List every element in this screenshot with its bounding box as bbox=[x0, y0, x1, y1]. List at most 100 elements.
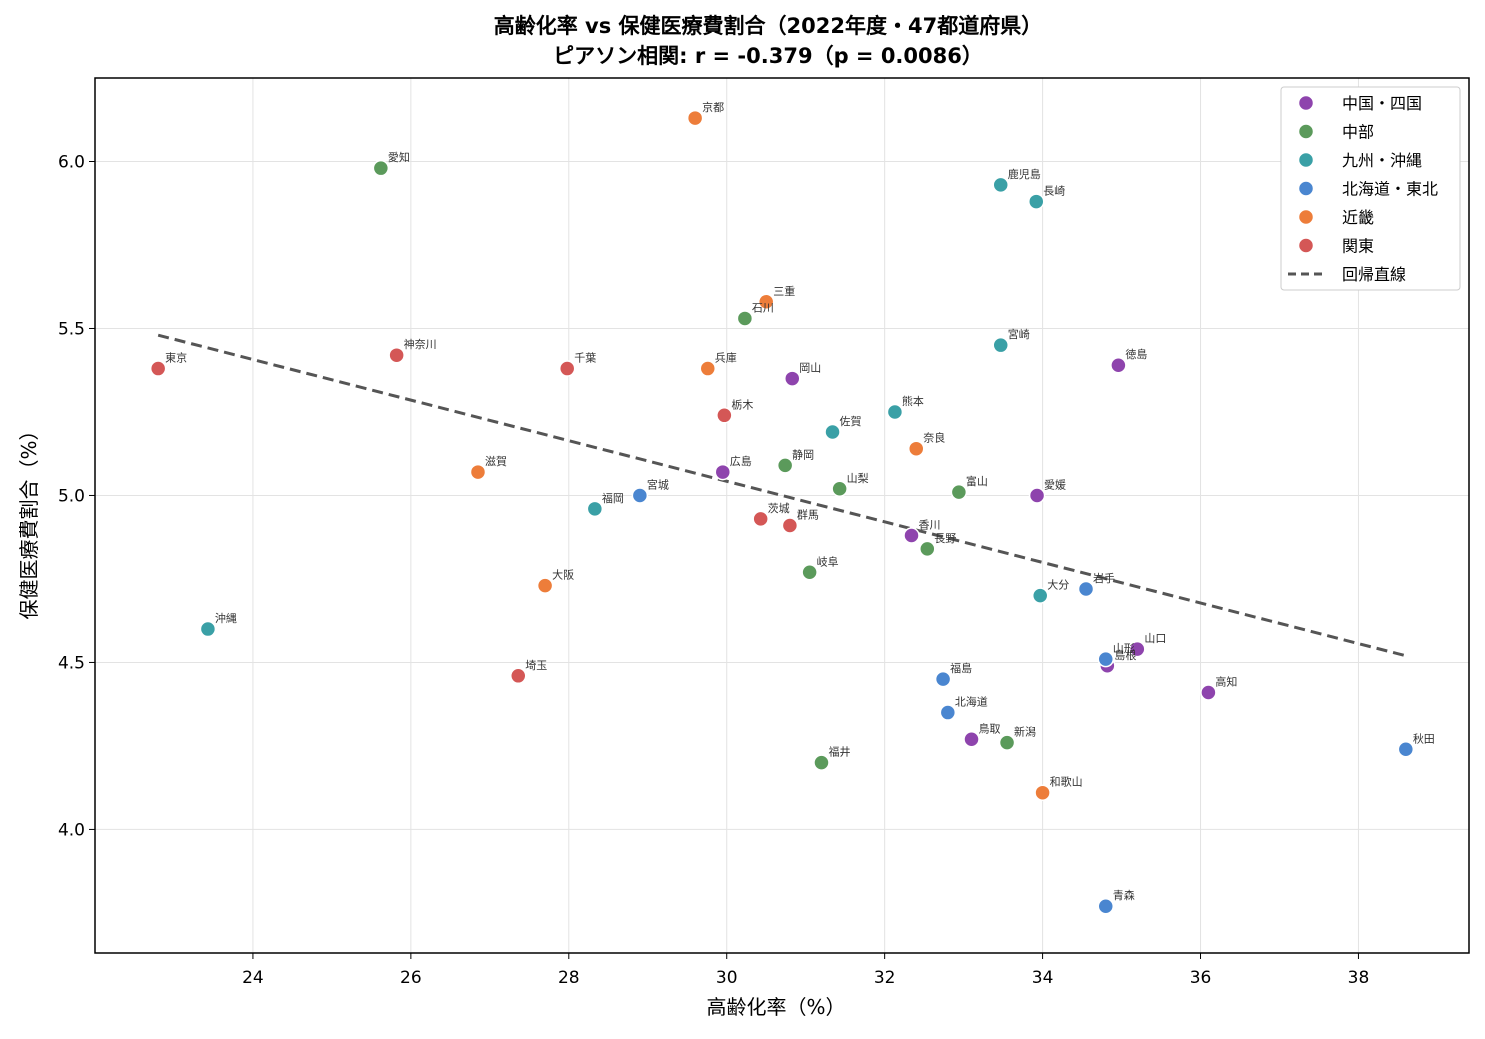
data-point bbox=[699, 360, 717, 377]
data-point bbox=[784, 370, 801, 387]
data-point bbox=[1034, 784, 1051, 801]
point-label: 京都 bbox=[702, 100, 724, 114]
data-point bbox=[586, 500, 604, 518]
point-label: 新潟 bbox=[1014, 725, 1036, 739]
y-tick-label: 6.0 bbox=[58, 152, 85, 172]
data-point bbox=[686, 109, 704, 127]
legend-label: 九州・沖縄 bbox=[1342, 151, 1422, 170]
regression-layer bbox=[157, 333, 1407, 658]
point-label: 栃木 bbox=[731, 397, 753, 411]
point-label: 愛媛 bbox=[1044, 477, 1066, 491]
point-label: 大分 bbox=[1047, 578, 1069, 592]
legend-label: 中部 bbox=[1342, 123, 1374, 142]
point-label: 沖縄 bbox=[215, 611, 237, 625]
data-point bbox=[903, 527, 920, 544]
data-point bbox=[1129, 640, 1146, 658]
point-label: 岐阜 bbox=[817, 555, 839, 568]
data-point bbox=[939, 704, 957, 721]
point-label: 福岡 bbox=[602, 491, 624, 505]
x-tick-label: 30 bbox=[716, 968, 738, 988]
point-label: 青森 bbox=[1113, 888, 1135, 902]
point-label: 山形 bbox=[1113, 642, 1135, 655]
chart-subtitle: ピアソン相関: r = -0.379（p = 0.0086） bbox=[553, 44, 983, 68]
x-tick-label: 24 bbox=[242, 968, 264, 988]
data-point bbox=[736, 310, 754, 327]
legend-marker bbox=[1297, 123, 1315, 140]
data-point bbox=[1110, 356, 1127, 374]
data-point bbox=[558, 360, 576, 377]
data-point bbox=[992, 176, 1009, 194]
legend-marker bbox=[1297, 208, 1315, 226]
point-label: 埼玉 bbox=[525, 658, 547, 672]
x-tick-label: 32 bbox=[874, 968, 896, 988]
point-label: 山口 bbox=[1144, 632, 1166, 645]
data-point bbox=[752, 510, 769, 528]
point-label: 福島 bbox=[950, 661, 972, 675]
y-tick-label: 5.5 bbox=[58, 319, 85, 339]
data-points bbox=[149, 109, 1415, 915]
point-label: 山梨 bbox=[847, 471, 869, 485]
data-point bbox=[631, 487, 649, 504]
point-label: 三重 bbox=[773, 284, 795, 298]
point-label: 石川 bbox=[752, 301, 774, 314]
data-point bbox=[907, 440, 925, 457]
legend-marker bbox=[1297, 151, 1315, 169]
data-point bbox=[950, 483, 968, 501]
y-axis-ticks: 4.0 4.5 5.0 5.5 6.0 bbox=[58, 152, 95, 840]
point-label: 奈良 bbox=[923, 431, 945, 445]
point-label: 高知 bbox=[1215, 675, 1237, 689]
plot-frame bbox=[94, 77, 1470, 954]
y-tick-label: 5.0 bbox=[58, 486, 85, 506]
data-point bbox=[510, 667, 527, 685]
data-point bbox=[1028, 487, 1046, 504]
y-tick-label: 4.5 bbox=[58, 653, 85, 673]
point-label: 秋田 bbox=[1413, 731, 1435, 745]
x-tick-label: 28 bbox=[558, 968, 580, 988]
point-label: 大阪 bbox=[552, 568, 574, 582]
point-label: 愛知 bbox=[388, 150, 410, 164]
data-point bbox=[886, 403, 904, 421]
point-label: 熊本 bbox=[902, 394, 924, 408]
data-point bbox=[1397, 741, 1415, 758]
point-label: 北海道 bbox=[955, 695, 988, 709]
legend-marker bbox=[1297, 237, 1315, 254]
point-label: 岩手 bbox=[1093, 571, 1115, 585]
point-label: 鳥取 bbox=[979, 721, 1001, 735]
point-label: 群馬 bbox=[797, 508, 819, 522]
point-label: 千葉 bbox=[574, 351, 596, 365]
point-label: 宮城 bbox=[647, 477, 669, 491]
x-tick-label: 26 bbox=[400, 968, 422, 988]
data-point bbox=[1031, 587, 1049, 604]
point-label: 香川 bbox=[919, 519, 941, 532]
data-point bbox=[963, 731, 980, 748]
point-label: 茨城 bbox=[768, 501, 790, 515]
data-point bbox=[388, 346, 405, 364]
data-point bbox=[757, 293, 775, 311]
point-label: 宮崎 bbox=[1008, 327, 1030, 341]
data-point bbox=[714, 463, 732, 481]
legend-marker bbox=[1297, 180, 1315, 197]
x-tick-label: 34 bbox=[1032, 968, 1054, 988]
data-point bbox=[998, 734, 1016, 751]
point-label: 和歌山 bbox=[1050, 775, 1083, 789]
legend-marker bbox=[1297, 94, 1315, 112]
point-label: 徳島 bbox=[1125, 347, 1147, 361]
legend-label: 関東 bbox=[1342, 237, 1374, 256]
data-point bbox=[1028, 193, 1045, 210]
legend-label: 近畿 bbox=[1342, 208, 1374, 227]
point-label: 東京 bbox=[165, 351, 187, 365]
y-axis-label: 保健医療費割合（%） bbox=[17, 420, 41, 619]
x-tick-label: 36 bbox=[1190, 968, 1212, 988]
chart-title: 高齢化率 vs 保健医療費割合（2022年度・47都道府県） bbox=[494, 14, 1042, 38]
point-label: 兵庫 bbox=[715, 351, 737, 365]
data-point bbox=[1097, 897, 1115, 915]
data-point bbox=[469, 463, 487, 481]
legend-box bbox=[1280, 86, 1461, 291]
point-label: 広島 bbox=[730, 454, 752, 468]
data-point bbox=[149, 360, 167, 377]
point-label: 佐賀 bbox=[840, 414, 862, 428]
